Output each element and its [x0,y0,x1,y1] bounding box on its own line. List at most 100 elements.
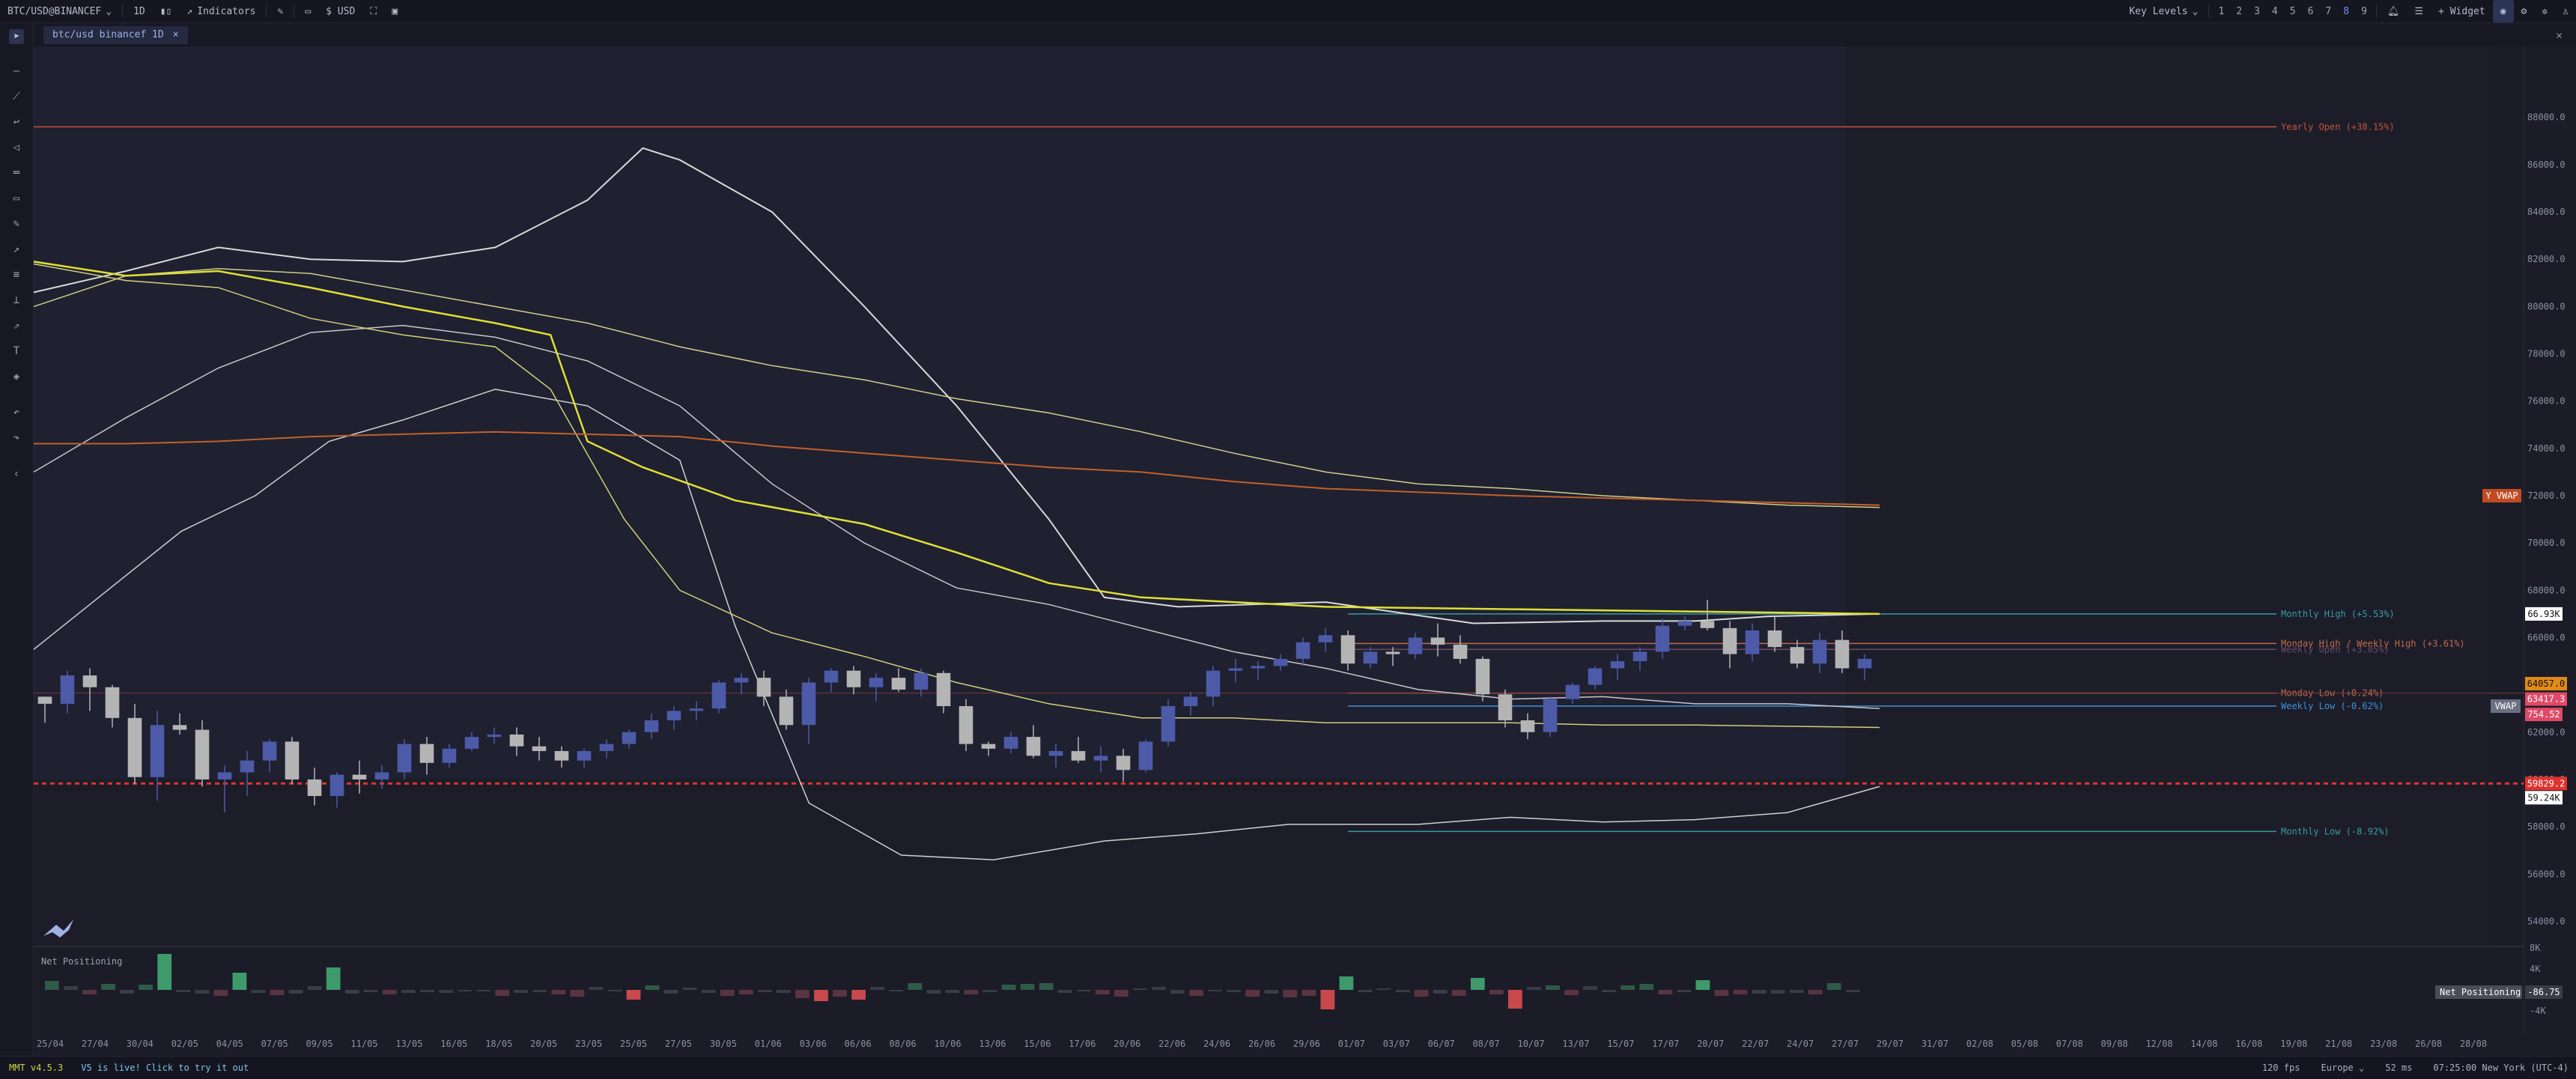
chart-line-icon[interactable]: ↗ [13,243,20,255]
x-tick-label: 23/08 [2370,1039,2397,1049]
candle-body [352,774,367,779]
redo-icon[interactable]: ↷ [13,432,20,444]
layout-button-9[interactable]: 9 [2361,5,2367,17]
net-positioning-bar [1470,978,1485,990]
candle-body [509,734,524,747]
add-widget-button[interactable]: + Widget [2431,0,2493,22]
vwap-tag-bg [2491,699,2521,714]
layout-button-1[interactable]: 1 [2218,5,2225,17]
net-positioning-bar [1695,980,1710,990]
x-tick-label: 23/05 [575,1039,602,1049]
layout-button-3[interactable]: 3 [2254,5,2260,17]
candle-body [1093,756,1108,761]
candle-body [981,744,996,749]
screenshot-button[interactable]: ◉ [2492,0,2514,22]
close-icon[interactable]: × [172,29,179,40]
status-right: 120 fps Europe ⌄ 52 ms 07:25:00 New York… [2262,1057,2569,1079]
cursor-icon[interactable]: ➤ [9,29,24,44]
horizontal-line-icon[interactable]: — [13,65,20,77]
measure-icon[interactable]: ⇗ [13,320,20,332]
candle-body [1295,642,1310,659]
v5-live-link[interactable]: V5 is live! Click to try it out [81,1063,249,1073]
x-tick-label: 10/06 [934,1039,961,1049]
layout-button-5[interactable]: 5 [2289,5,2296,17]
candle-body [419,744,434,763]
key-levels-dropdown[interactable]: Key Levels ⌄ [2121,0,2205,22]
fullscreen-button[interactable]: ⛶ [362,0,384,22]
y-tick-label: 82000.0 [2527,254,2566,264]
candle-body [60,675,75,704]
layout-button-6[interactable]: 6 [2307,5,2314,17]
current-price-tag: 64057.0 [2527,678,2566,689]
ray-icon[interactable]: ◁ [13,142,20,154]
region-selector[interactable]: Europe ⌄ [2321,1063,2365,1073]
rectangle-icon[interactable]: ▭ [13,192,20,204]
widget-label: + Widget [2438,5,2485,17]
net-positioning-bar [1208,990,1222,991]
net-positioning-bar [1770,990,1785,994]
net-positioning-bar [777,990,791,993]
candle-body [1408,637,1423,654]
symbol-selector[interactable]: BTC/USD@BINANCEF ⌄ [0,0,119,22]
net-positioning-bar [926,990,941,994]
y-tick-label: 78000.0 [2527,349,2566,359]
layout-button-7[interactable]: 7 [2325,5,2332,17]
account-button[interactable]: ♙ [2555,0,2576,22]
collapse-icon[interactable]: ‹ [13,468,20,480]
indicators-button[interactable]: ↗ Indicators [179,0,263,22]
net-positioning-pane [34,948,2494,1027]
layers-icon[interactable]: ◈ [13,371,20,383]
candle-body [1767,630,1782,648]
candle-body [1026,737,1041,756]
folder-button[interactable]: ▭ [297,0,318,22]
net-positioning-bar [795,990,809,998]
candle-body [307,779,322,797]
tab-chart[interactable]: btc/usd binancef 1D × [43,25,188,44]
layout-button-4[interactable]: 4 [2271,5,2278,17]
currency-button[interactable]: $ USD [318,0,362,22]
interval-selector[interactable]: 1D [126,0,153,22]
net-positioning-bar [307,986,322,990]
ruler-icon[interactable]: ⟂ [13,294,20,306]
net-positioning-bar [1564,990,1579,995]
trend-line-icon[interactable]: ⟋ [13,91,20,103]
candle-body [1543,699,1558,732]
net-positioning-bar [213,990,228,996]
brush-icon[interactable]: ✎ [13,218,20,230]
candle-body [1790,647,1805,664]
x-tick-label: 22/07 [1742,1039,1769,1049]
text-icon[interactable]: T [13,345,20,357]
net-positioning-bar [120,990,134,994]
watchlist-button[interactable]: ☰ [2407,0,2431,22]
candle-body [554,751,569,761]
net-positioning-bar [1527,987,1541,990]
net-positioning-bar [589,987,604,990]
draw-button[interactable]: ✎ [270,0,291,22]
net-positioning-bar [1264,990,1279,994]
price-chart[interactable]: 54000.056000.058000.060000.062000.064000… [0,0,2576,1056]
alert-sub-tag: 59.24K [2527,792,2560,803]
net-positioning-bar [1508,990,1522,1009]
yellow-ma-line [33,261,1880,616]
layout-settings-button[interactable]: ✲ [2534,0,2555,22]
alert-level-tag-bg [2525,776,2567,791]
chart-type-button[interactable]: ▮▯ [153,0,180,22]
layout-button-8[interactable]: 8 [2343,5,2350,17]
monthly-high-tag-bg [2525,607,2563,621]
fib-icon[interactable]: ≡ [13,269,20,281]
parallel-lines-icon[interactable]: ═ [13,167,20,179]
net-positioning-bar [101,984,115,990]
x-tick-label: 13/05 [395,1039,422,1049]
x-tick-label: 13/07 [1562,1039,1589,1049]
layout-button-2[interactable]: 2 [2236,5,2243,17]
path-icon[interactable]: ↩ [13,116,20,128]
settings-button[interactable]: ⚙ [2514,0,2535,22]
net-positioning-bar [476,990,490,991]
undo-icon[interactable]: ↶ [13,407,20,419]
x-tick-label: 22/06 [1158,1039,1185,1049]
divider [2375,4,2377,18]
save-button[interactable]: ▣ [384,0,405,22]
close-panel-icon[interactable]: ✕ [2555,28,2563,42]
y-tick-label: 56000.0 [2527,869,2566,879]
alerts-button[interactable]: 🔔︎ [2380,0,2408,22]
